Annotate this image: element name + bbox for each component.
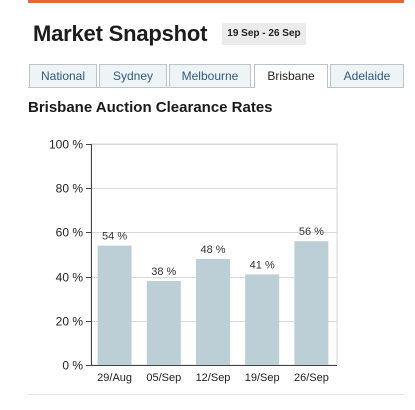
- x-tick-label: 26/Sep: [294, 372, 329, 384]
- tab-melbourne[interactable]: Melbourne: [169, 64, 251, 87]
- top-accent-rule: [28, 0, 404, 3]
- bar-value-label: 54 %: [102, 231, 127, 243]
- chart-labels: 0 % 20 % 40 % 60 % 80 % 100 % 54 % 29/Aug 38 % 05…: [49, 138, 329, 385]
- y-tick-label: 100 %: [49, 138, 83, 152]
- chart-axes: [86, 144, 337, 366]
- tab-adelaide[interactable]: Adelaide: [330, 64, 404, 87]
- chart-title: Brisbane Auction Clearance Rates: [28, 99, 273, 116]
- bar-26/Sep: [294, 241, 329, 365]
- y-tick-label: 20 %: [56, 315, 84, 329]
- y-tick-label: 60 %: [56, 226, 84, 240]
- bottom-divider: [28, 394, 404, 395]
- x-tick-label: 19/Sep: [245, 372, 280, 384]
- date-range-badge: 19 Sep - 26 Sep: [222, 23, 306, 45]
- bar-29/Aug: [97, 245, 132, 365]
- city-tabs: National Sydney Melbourne Brisbane Adela…: [28, 64, 404, 88]
- page-title: Market Snapshot: [33, 21, 208, 46]
- bar-12/Sep: [196, 258, 230, 365]
- x-tick-label: 12/Sep: [196, 372, 231, 384]
- bar-19/Sep: [245, 274, 280, 365]
- bar-value-label: 56 %: [299, 226, 324, 238]
- y-tick-label: 0 %: [62, 359, 83, 373]
- bar-value-label: 48 %: [200, 244, 225, 256]
- clearance-rate-chart: 0 % 20 % 40 % 60 % 80 % 100 % 54 % 29/Aug 38 % 05…: [49, 138, 338, 385]
- chart-bars: [97, 241, 329, 365]
- tab-sydney[interactable]: Sydney: [99, 64, 167, 87]
- x-tick-label: 05/Sep: [146, 372, 181, 384]
- snapshot-header: Market Snapshot 19 Sep - 26 Sep: [33, 19, 306, 49]
- bar-05/Sep: [146, 281, 181, 365]
- x-tick-label: 29/Aug: [97, 372, 132, 384]
- bar-value-label: 38 %: [151, 266, 176, 278]
- y-tick-label: 40 %: [56, 271, 84, 285]
- tab-national[interactable]: National: [29, 64, 97, 87]
- bar-value-label: 41 %: [250, 259, 275, 271]
- tab-brisbane[interactable]: Brisbane: [254, 64, 328, 88]
- y-tick-label: 80 %: [56, 182, 84, 196]
- tabbar-baseline: [28, 87, 404, 88]
